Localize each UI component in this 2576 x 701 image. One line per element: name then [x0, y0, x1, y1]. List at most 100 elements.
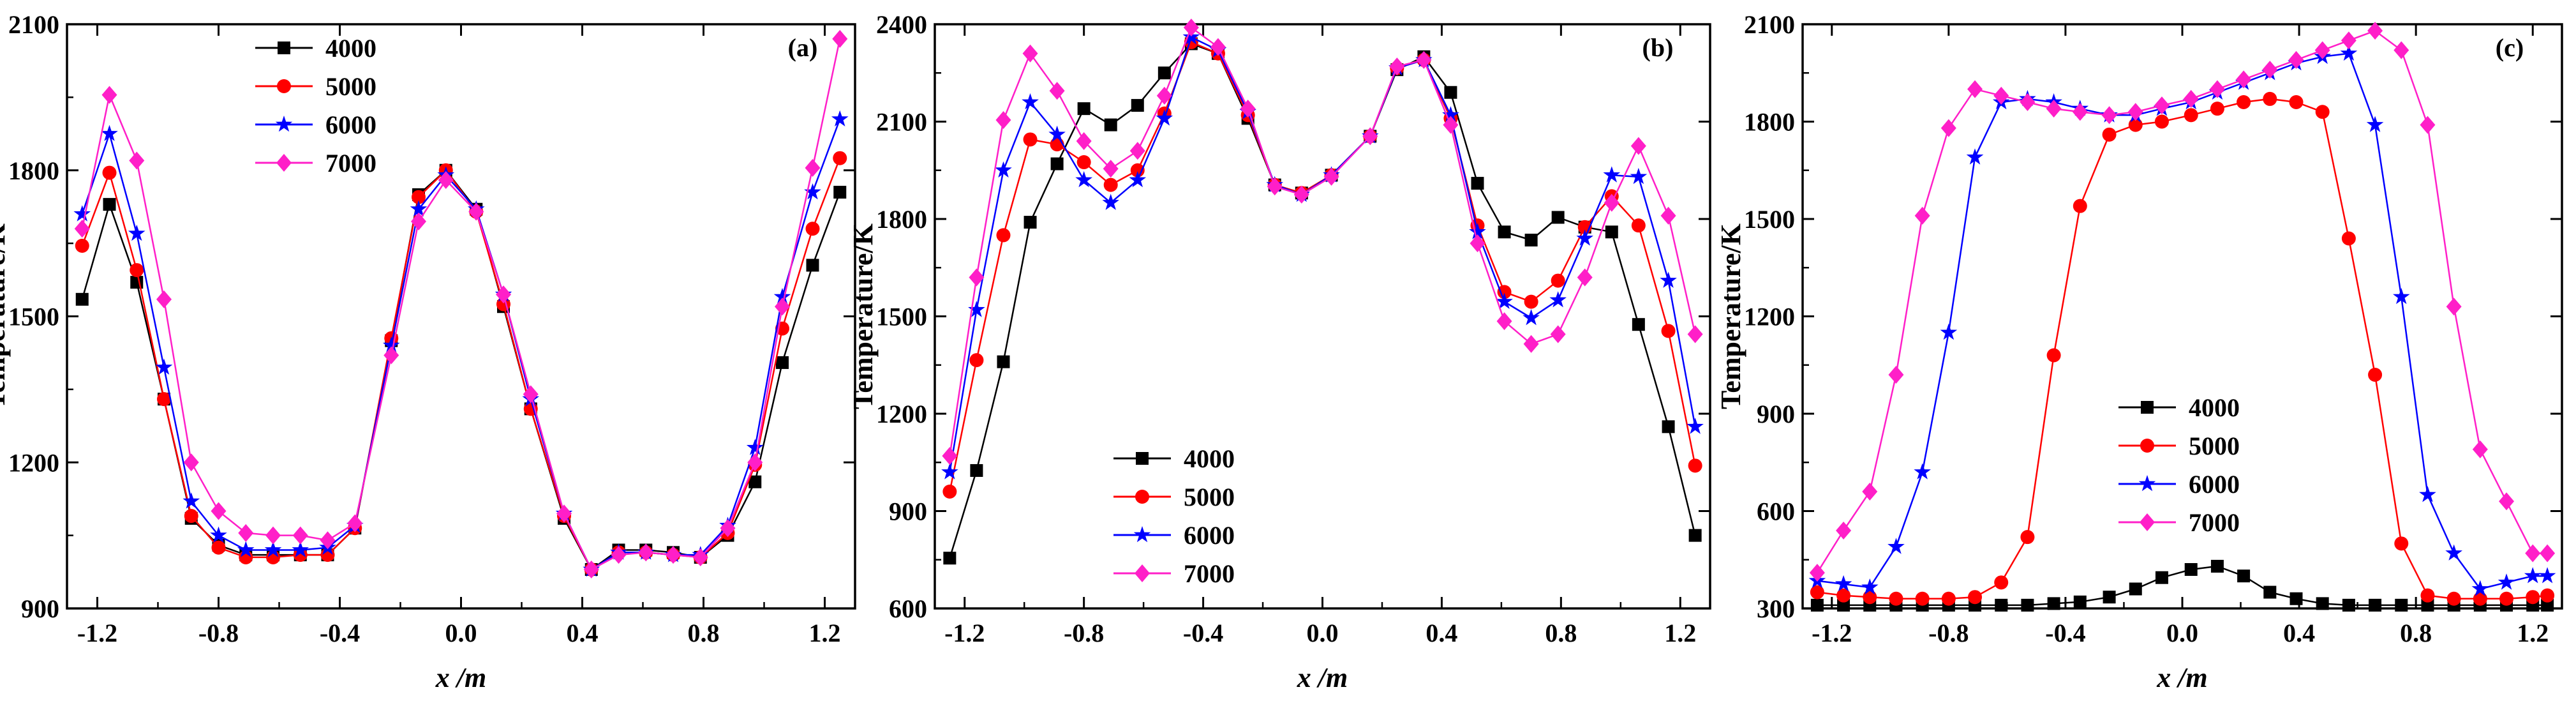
data-point	[2472, 440, 2488, 458]
data-point	[1498, 225, 1511, 239]
series-5000	[1810, 91, 2555, 606]
data-point	[2263, 585, 2277, 599]
data-point	[2421, 598, 2434, 612]
series-line-4000	[81, 169, 841, 571]
x-tick-label: 0.0	[1307, 619, 1339, 647]
data-point	[2540, 544, 2556, 562]
data-point	[1630, 137, 1646, 155]
data-point	[2128, 117, 2143, 132]
data-point	[2341, 31, 2356, 50]
data-point	[2540, 588, 2555, 603]
data-point	[237, 541, 255, 557]
data-point	[2420, 116, 2436, 134]
chart-panel-a: -1.2 -0.8 -0.4 0.0 0.4 0.8 1.2 900 1200 1500 1800 2…	[0, 10, 856, 693]
legend-item-5000: 5000	[255, 72, 376, 101]
data-point	[211, 540, 226, 555]
x-tick-label: 0.8	[688, 619, 720, 647]
data-point	[776, 356, 789, 369]
data-point	[130, 263, 144, 278]
data-point	[1103, 177, 1118, 192]
data-point	[942, 447, 958, 465]
data-point	[103, 198, 116, 211]
data-point	[1810, 585, 1824, 599]
x-tick-label: 0.4	[567, 619, 599, 647]
data-point	[1661, 324, 1676, 338]
x-axis-label: x /m	[1297, 662, 1348, 693]
data-point	[1994, 575, 2009, 590]
data-point	[2072, 103, 2088, 121]
data-point	[2316, 597, 2329, 610]
data-point	[2498, 573, 2515, 590]
legend-marker	[276, 154, 292, 172]
series-line-5000	[949, 41, 1696, 492]
legend-label: 6000	[2189, 470, 2240, 499]
data-point	[1688, 529, 1702, 542]
data-point	[2236, 70, 2252, 89]
y-tick-label: 2100	[876, 108, 927, 137]
legend-label: 5000	[2189, 432, 2240, 460]
data-point	[2184, 108, 2198, 123]
data-point	[1888, 366, 1904, 384]
legend-marker	[2141, 401, 2154, 414]
data-point	[1915, 591, 1930, 606]
y-tick-label: 1500	[876, 303, 927, 331]
data-point	[75, 292, 89, 306]
data-point	[1075, 171, 1092, 188]
data-point	[1576, 229, 1593, 246]
legend-item-7000: 7000	[255, 149, 376, 177]
data-point	[184, 509, 198, 524]
legend-label: 7000	[325, 149, 376, 177]
data-point	[1887, 538, 1905, 554]
data-point	[1267, 177, 1283, 196]
data-point	[941, 463, 958, 479]
data-point	[2047, 597, 2060, 610]
data-point	[805, 158, 821, 177]
x-tick-label: 0.0	[2166, 619, 2198, 647]
data-point	[2184, 563, 2198, 576]
data-point	[1861, 578, 1879, 595]
data-point	[2393, 288, 2410, 305]
x-tick-label: -0.8	[1064, 619, 1104, 647]
y-tick-label: 1500	[1744, 205, 1795, 234]
data-point	[264, 541, 282, 557]
data-point	[1631, 218, 1646, 233]
data-point	[2446, 591, 2461, 606]
data-point	[2499, 492, 2515, 511]
data-point	[942, 485, 957, 499]
data-point	[2210, 102, 2224, 116]
data-point	[1077, 102, 1091, 116]
data-point	[556, 504, 572, 523]
data-point	[773, 288, 791, 305]
data-point	[1940, 119, 1956, 137]
data-point	[1129, 142, 1145, 160]
data-point	[1993, 86, 2009, 105]
data-point	[2538, 567, 2556, 584]
x-tick-label: 1.2	[2517, 619, 2549, 647]
y-tick-label: 900	[889, 497, 927, 526]
data-point	[2525, 544, 2541, 562]
data-point	[2446, 298, 2462, 316]
data-point	[1469, 223, 1486, 239]
legend-marker	[1133, 526, 1151, 543]
data-point	[1914, 206, 1930, 225]
series-7000	[74, 29, 848, 578]
x-tick-label: -0.4	[1183, 619, 1223, 647]
y-axis-label: Temperature/K	[0, 223, 11, 409]
legend-item-7000: 7000	[2118, 508, 2240, 537]
data-point	[2155, 571, 2168, 584]
data-point	[1076, 132, 1092, 150]
legend-item-6000: 6000	[255, 110, 376, 139]
x-axis-label: x /m	[2156, 662, 2207, 693]
data-point	[720, 519, 736, 538]
data-point	[293, 548, 308, 562]
data-point	[1551, 273, 1565, 288]
data-point	[1940, 323, 1958, 340]
legend: 4000 5000 6000 7000	[255, 34, 376, 177]
data-point	[666, 546, 681, 564]
y-tick-label: 1800	[1744, 108, 1795, 137]
data-point	[2368, 368, 2383, 382]
data-point	[292, 541, 309, 557]
data-point	[292, 526, 308, 545]
data-point	[211, 502, 227, 520]
data-point	[2340, 44, 2358, 61]
